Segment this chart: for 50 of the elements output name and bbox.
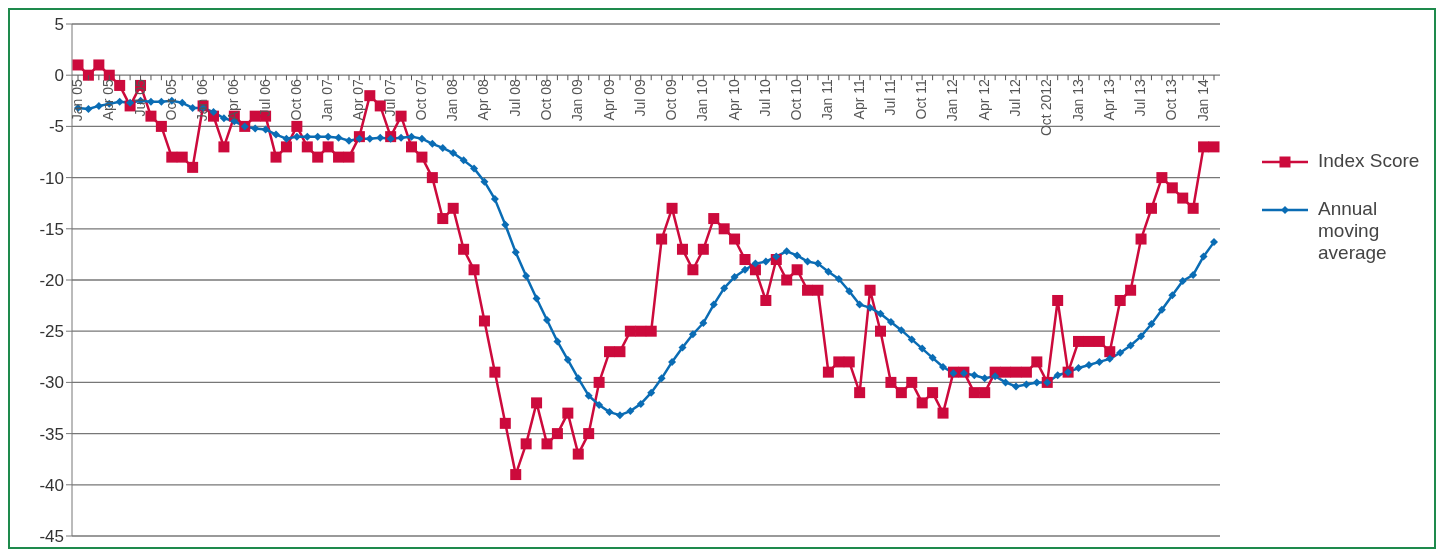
x-tick-label: Oct 09 <box>663 78 680 121</box>
x-tick-label: Jul 08 <box>506 78 523 117</box>
x-tick-label: Apr 10 <box>725 78 742 121</box>
x-tick-label: Jul 05 <box>131 78 148 117</box>
x-tick-label: Jul 07 <box>381 78 398 117</box>
y-tick-label: -30 <box>39 373 64 393</box>
x-tick-label: Jul 06 <box>256 78 273 117</box>
x-tick-label: Jan 14 <box>1194 79 1211 122</box>
x-tick-label: Jan 12 <box>944 79 961 122</box>
y-tick-label: -40 <box>39 475 64 495</box>
x-tick-label: Apr 09 <box>600 78 617 121</box>
x-tick-label: Jul 09 <box>631 78 648 117</box>
x-tick-label: Apr 08 <box>475 78 492 121</box>
y-tick-label: -35 <box>39 424 64 444</box>
x-tick-label: Oct 06 <box>287 78 304 121</box>
y-tick-label: -25 <box>39 322 64 342</box>
x-tick-label: Jul 12 <box>1006 78 1023 117</box>
x-tick-label: Jan 11 <box>819 78 836 121</box>
x-tick-label: Jan 13 <box>1069 79 1086 122</box>
x-tick-label: Apr 07 <box>350 78 367 121</box>
y-tick-label: -15 <box>39 219 64 239</box>
legend-label: Index Score <box>1318 150 1421 172</box>
x-tick-label: Jul 13 <box>1132 78 1149 117</box>
x-tick-label: Apr 06 <box>225 78 242 121</box>
x-tick-label: Jan 06 <box>194 79 211 122</box>
x-tick-label: Jan 07 <box>319 79 336 122</box>
x-tick-label: Oct 11 <box>913 78 930 120</box>
x-tick-label: Oct 10 <box>788 78 805 121</box>
y-tick-label: 5 <box>54 15 64 35</box>
x-tick-label: Jan 09 <box>569 79 586 122</box>
x-tick-label: Oct 08 <box>537 78 554 121</box>
y-tick-label: -10 <box>39 168 64 188</box>
x-tick-label: Jan 10 <box>694 79 711 122</box>
x-tick-label: Oct 13 <box>1163 78 1180 121</box>
x-tick-label: Oct 2012 <box>1038 79 1055 137</box>
y-tick-label: -20 <box>39 271 64 291</box>
legend-label: Annual moving average <box>1318 198 1388 264</box>
x-tick-label: Oct 07 <box>412 78 429 121</box>
y-tick-label: -45 <box>39 527 64 547</box>
y-tick-label: 0 <box>54 66 64 86</box>
x-tick-label: Apr 12 <box>975 78 992 121</box>
x-tick-label: Apr 13 <box>1100 78 1117 121</box>
x-tick-label: Apr 11 <box>850 79 867 120</box>
x-tick-label: Jul 11 <box>881 78 898 116</box>
x-tick-label: Apr 05 <box>100 78 117 121</box>
y-tick-label: -5 <box>48 117 64 137</box>
x-tick-label: Oct 05 <box>162 78 179 121</box>
x-tick-label: Jul 10 <box>756 78 773 117</box>
x-tick-label: Jan 08 <box>444 79 461 122</box>
x-tick-label: Jan 05 <box>69 79 85 122</box>
